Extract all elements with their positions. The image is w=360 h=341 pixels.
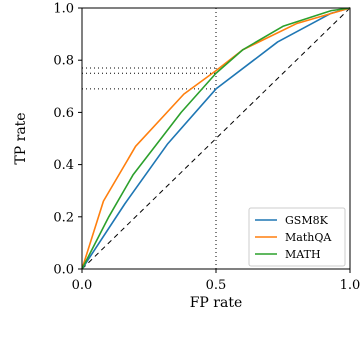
y-tick-label: 0.4 <box>53 158 74 173</box>
x-tick-label: 1.0 <box>340 278 360 293</box>
y-tick-label: 0.6 <box>53 106 74 121</box>
x-tick-label: 0.5 <box>206 278 227 293</box>
y-tick-label: 0.2 <box>53 210 74 225</box>
series-line-math <box>81 7 351 270</box>
axis-ticks: 0.0 0.5 1.0 0.0 0.2 0.4 0.6 0.8 1.0 <box>53 2 360 294</box>
y-axis-label: TP rate <box>13 112 29 164</box>
y-tick-label: 0.8 <box>53 54 74 69</box>
legend: GSM8K MathQA MATH <box>248 207 346 267</box>
legend-label-mathqa: MathQA <box>285 231 332 244</box>
y-tick-label: 1.0 <box>53 2 74 17</box>
series-line-mathqa <box>81 7 351 270</box>
series-lines <box>81 7 351 270</box>
legend-label-math: MATH <box>285 248 321 261</box>
y-tick-label: 0.0 <box>53 263 74 278</box>
x-tick-label: 0.0 <box>72 278 93 293</box>
legend-box <box>248 207 346 267</box>
legend-label-gsm8k: GSM8K <box>285 214 329 227</box>
x-axis-label: FP rate <box>190 295 243 311</box>
